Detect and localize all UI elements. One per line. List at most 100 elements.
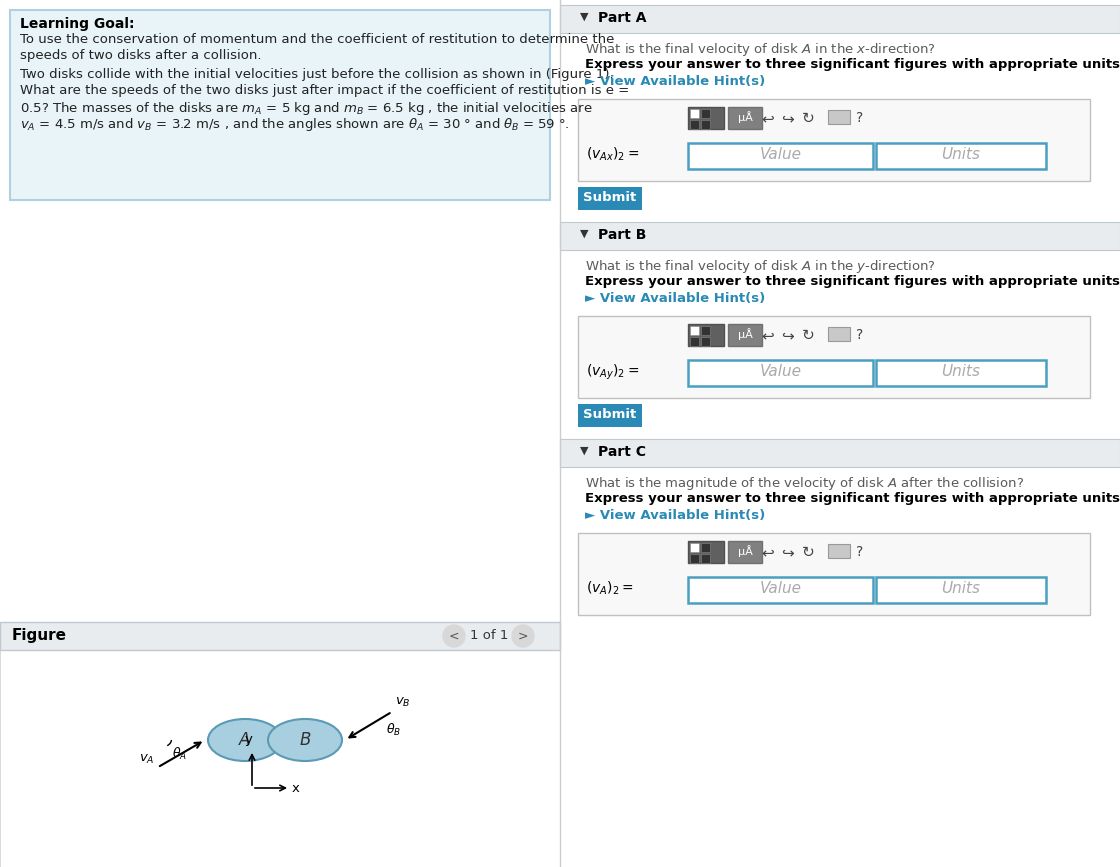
FancyBboxPatch shape [701,554,710,563]
Text: $(v_{Ax})_2 = $: $(v_{Ax})_2 = $ [586,146,640,163]
Text: 1 of 1: 1 of 1 [470,629,508,642]
Text: μÅ: μÅ [738,545,753,557]
Text: $v_A$ = 4.5 m/s and $v_B$ = 3.2 m/s , and the angles shown are $\theta_A$ = 30 °: $v_A$ = 4.5 m/s and $v_B$ = 3.2 m/s , an… [20,116,570,133]
Text: $\theta_A$: $\theta_A$ [172,746,187,762]
FancyBboxPatch shape [876,143,1046,169]
FancyBboxPatch shape [0,0,560,867]
Text: Part B: Part B [598,228,646,242]
Text: Value: Value [759,147,802,162]
Text: $v_A$: $v_A$ [139,753,155,766]
FancyBboxPatch shape [876,577,1046,603]
FancyBboxPatch shape [690,120,699,129]
FancyBboxPatch shape [578,187,642,210]
Text: ▼: ▼ [580,229,588,239]
Text: Units: Units [942,581,980,596]
Text: y: y [245,733,253,746]
Text: ↻: ↻ [802,545,814,560]
FancyBboxPatch shape [688,360,872,386]
Text: Express your answer to three significant figures with appropriate units.: Express your answer to three significant… [585,275,1120,288]
FancyBboxPatch shape [0,622,560,650]
FancyBboxPatch shape [688,324,724,346]
Text: Two disks collide with the initial velocities just before the collision as shown: Two disks collide with the initial veloc… [20,68,614,81]
Text: ↪: ↪ [782,545,794,560]
Text: What is the final velocity of disk $A$ in the $y$-direction?: What is the final velocity of disk $A$ i… [585,258,936,275]
FancyBboxPatch shape [701,120,710,129]
FancyBboxPatch shape [690,554,699,563]
FancyBboxPatch shape [828,110,850,124]
FancyBboxPatch shape [690,543,699,552]
FancyBboxPatch shape [578,316,1090,398]
Ellipse shape [208,719,282,761]
Text: ↩: ↩ [762,545,774,560]
Text: ↩: ↩ [762,111,774,126]
Text: Part A: Part A [598,11,646,25]
Text: $(v_{Ay})_2 = $: $(v_{Ay})_2 = $ [586,363,640,382]
FancyBboxPatch shape [728,541,762,563]
Text: What are the speeds of the two disks just after impact if the coefficient of res: What are the speeds of the two disks jus… [20,84,629,97]
Text: ▼: ▼ [580,446,588,456]
Circle shape [512,625,534,647]
Text: >: > [517,629,529,642]
FancyBboxPatch shape [688,107,724,129]
FancyBboxPatch shape [701,543,710,552]
FancyBboxPatch shape [560,439,1120,467]
Text: Part C: Part C [598,445,646,459]
Text: ► View Available Hint(s): ► View Available Hint(s) [585,292,765,305]
FancyBboxPatch shape [560,222,1120,250]
FancyBboxPatch shape [578,533,1090,615]
Text: ► View Available Hint(s): ► View Available Hint(s) [585,509,765,522]
Text: ↩: ↩ [762,328,774,343]
FancyBboxPatch shape [578,99,1090,181]
Text: $\theta_B$: $\theta_B$ [386,721,401,738]
FancyBboxPatch shape [690,337,699,346]
Text: Express your answer to three significant figures with appropriate units.: Express your answer to three significant… [585,58,1120,71]
FancyBboxPatch shape [688,541,724,563]
Text: ► View Available Hint(s): ► View Available Hint(s) [585,75,765,88]
FancyBboxPatch shape [0,650,560,867]
Text: $v_B$: $v_B$ [395,695,411,708]
Text: ↪: ↪ [782,328,794,343]
FancyBboxPatch shape [688,577,872,603]
FancyBboxPatch shape [578,404,642,427]
Text: ?: ? [856,111,864,125]
Text: x: x [292,783,300,796]
FancyBboxPatch shape [560,0,1120,867]
FancyBboxPatch shape [828,327,850,341]
FancyBboxPatch shape [876,360,1046,386]
Text: ↻: ↻ [802,328,814,343]
Text: ↻: ↻ [802,111,814,126]
FancyBboxPatch shape [828,544,850,558]
Text: Submit: Submit [584,191,636,204]
Text: ?: ? [856,545,864,559]
Text: Value: Value [759,364,802,379]
Text: μÅ: μÅ [738,111,753,123]
Text: ?: ? [856,328,864,342]
Circle shape [444,625,465,647]
Text: Units: Units [942,147,980,162]
Text: What is the magnitude of the velocity of disk $A$ after the collision?: What is the magnitude of the velocity of… [585,475,1024,492]
Text: Learning Goal:: Learning Goal: [20,17,134,31]
Text: $(v_A)_2 = $: $(v_A)_2 = $ [586,580,634,597]
Text: μÅ: μÅ [738,328,753,340]
Text: ▼: ▼ [580,12,588,22]
Ellipse shape [268,719,342,761]
Text: A: A [240,731,251,749]
Text: Express your answer to three significant figures with appropriate units.: Express your answer to three significant… [585,492,1120,505]
FancyBboxPatch shape [701,337,710,346]
FancyBboxPatch shape [10,10,550,200]
Text: Units: Units [942,364,980,379]
Text: Figure: Figure [12,628,67,643]
FancyBboxPatch shape [690,109,699,118]
FancyBboxPatch shape [688,143,872,169]
Text: 0.5? The masses of the disks are $m_A$ = 5 kg and $m_B$ = 6.5 kg , the initial v: 0.5? The masses of the disks are $m_A$ =… [20,100,592,117]
Text: B: B [299,731,310,749]
Text: To use the conservation of momentum and the coefficient of restitution to determ: To use the conservation of momentum and … [20,33,615,46]
Text: <: < [449,629,459,642]
Text: Submit: Submit [584,408,636,421]
FancyBboxPatch shape [690,326,699,335]
Text: speeds of two disks after a collision.: speeds of two disks after a collision. [20,49,261,62]
Text: What is the final velocity of disk $A$ in the $x$-direction?: What is the final velocity of disk $A$ i… [585,41,936,58]
FancyBboxPatch shape [701,326,710,335]
FancyBboxPatch shape [728,324,762,346]
FancyBboxPatch shape [560,5,1120,33]
